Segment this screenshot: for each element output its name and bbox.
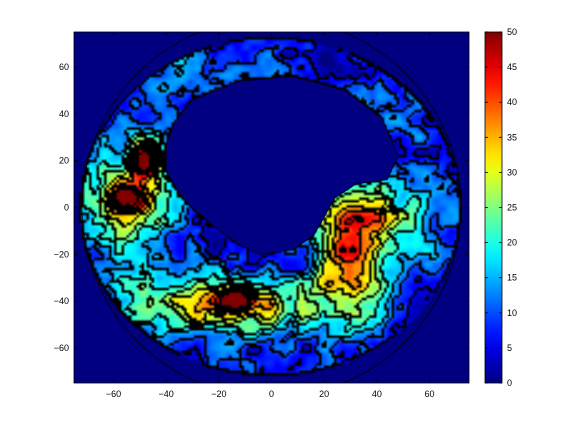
y-tick-label: 20 [59,156,69,166]
x-tick-label: 60 [424,389,434,399]
colorbar-axis: 0 5 10 15 20 25 30 35 40 45 50 [485,27,517,388]
x-axis: −60 −40 −20 0 20 40 60 [106,32,435,399]
y-tick-label: −60 [54,343,69,353]
y-tick-label: −40 [54,296,69,306]
plot-area [74,32,469,383]
colorbar-tick-label: 35 [507,132,517,142]
x-tick-label: 40 [372,389,382,399]
x-tick-label: −20 [211,389,226,399]
domain-boundary [81,32,462,383]
x-tick-label: 20 [319,389,329,399]
colorbar-tick-label: 0 [507,378,512,388]
colorbar-tick-label: 20 [507,238,517,248]
colorbar-tick-label: 30 [507,167,517,177]
x-tick-label: −60 [106,389,121,399]
colorbar-tick-label: 10 [507,308,517,318]
colorbar-tick-label: 50 [507,27,517,37]
y-tick-label: 40 [59,109,69,119]
colorbar-tick-label: 40 [507,97,517,107]
y-tick-label: 0 [64,203,69,213]
x-tick-label: −40 [159,389,174,399]
y-tick-label: 60 [59,62,69,72]
y-axis: −60 −40 −20 0 20 40 60 [54,62,469,353]
colorbar-tick-label: 45 [507,62,517,72]
colorbar-tick-label: 15 [507,273,517,283]
colorbar-tick-label: 25 [507,203,517,213]
landmass [165,76,399,255]
x-tick-label: 0 [269,389,274,399]
y-tick-label: −20 [54,249,69,259]
colorbar-tick-label: 5 [507,343,512,353]
